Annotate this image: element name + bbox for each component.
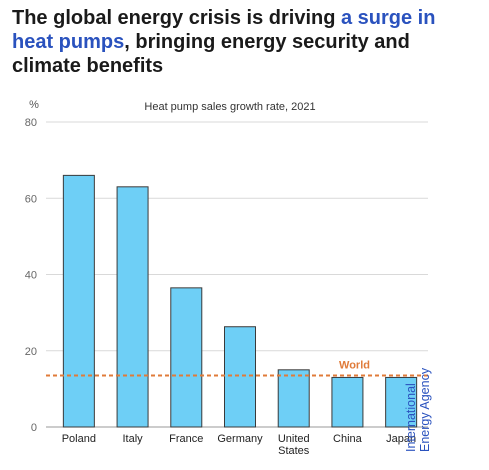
bar-poland xyxy=(62,174,95,428)
bar-italy xyxy=(116,186,149,428)
x-tick-label: Italy xyxy=(122,433,143,445)
x-axis-labels: Poland Italy France Germany United States Chin… xyxy=(62,433,416,457)
bar-china xyxy=(331,376,364,428)
y-tick-label: 40 xyxy=(25,270,37,282)
x-tick-label: France xyxy=(169,433,203,445)
world-reference: World xyxy=(46,360,428,377)
iea-logo-line1: International xyxy=(404,383,418,452)
bar-germany xyxy=(224,326,256,428)
world-reference-label: World xyxy=(339,360,370,372)
bar-united-states xyxy=(277,369,310,428)
headline-part1: The global energy crisis is driving xyxy=(12,7,341,29)
x-tick-label: Poland xyxy=(62,433,96,445)
y-tick-label: 0 xyxy=(31,422,37,434)
x-tick-label: Japan xyxy=(386,433,416,445)
y-axis-unit: % xyxy=(29,99,39,111)
bar-france xyxy=(170,287,203,428)
x-tick-label: China xyxy=(333,433,363,445)
x-tick-label: Germany xyxy=(217,433,263,445)
headline-part2: , bringing energy security and climate b… xyxy=(12,31,410,77)
headline: The global energy crisis is driving a su… xyxy=(12,6,482,78)
y-tick-label: 20 xyxy=(25,346,37,358)
x-tick-label: United States xyxy=(278,433,310,457)
y-axis-ticks: 0 20 40 60 80 xyxy=(25,117,37,434)
iea-logo-line2: Energy Agency xyxy=(418,367,432,452)
chart-title: Heat pump sales growth rate, 2021 xyxy=(144,101,315,113)
y-tick-label: 60 xyxy=(25,193,37,205)
headline-highlight: a surge in heat pumps xyxy=(12,7,436,53)
bar-japan xyxy=(385,376,418,428)
y-tick-label: 80 xyxy=(25,117,37,129)
bars xyxy=(62,174,418,428)
iea-logo: International Energy Agency xyxy=(404,368,432,452)
